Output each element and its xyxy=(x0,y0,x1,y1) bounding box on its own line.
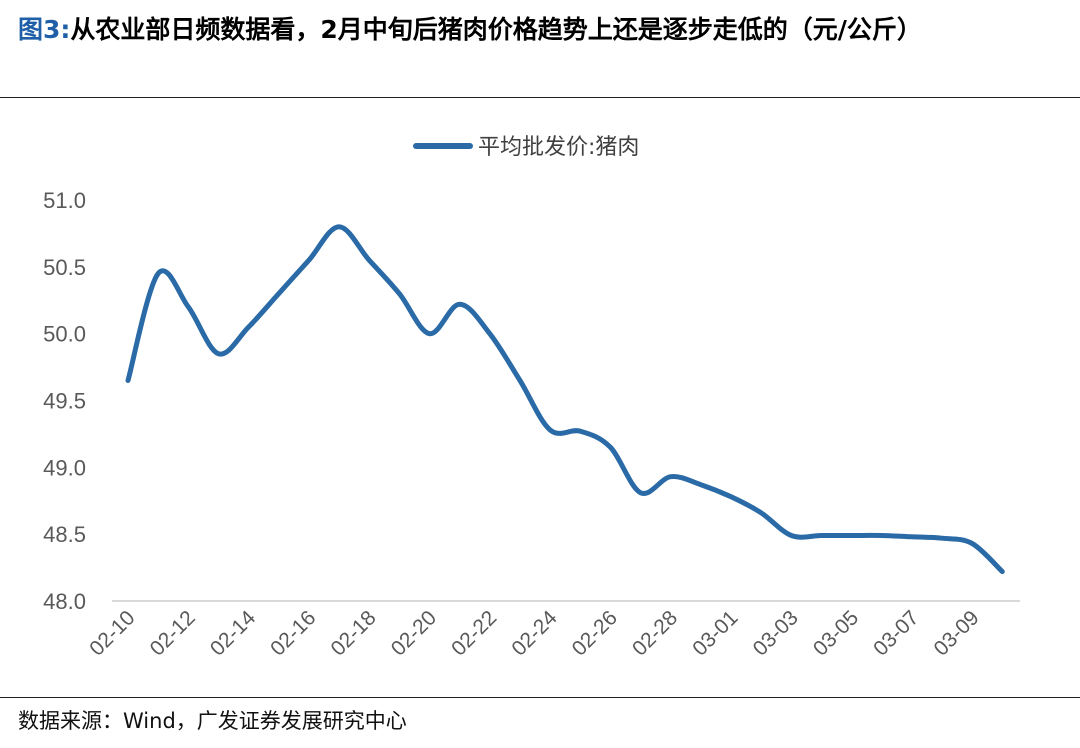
x-tick-label: 03-05 xyxy=(809,606,863,660)
x-axis: 02-10 02-12 02-14 02-16 02-18 02-20 02-22 02-24… xyxy=(85,600,1020,661)
x-tick-label: 02-28 xyxy=(628,606,682,660)
x-tick-label: 03-03 xyxy=(749,606,803,660)
y-tick-label: 48.0 xyxy=(43,589,86,614)
y-tick-label: 49.0 xyxy=(43,455,86,480)
y-tick-label: 49.5 xyxy=(43,389,86,414)
legend-label: 平均批发价:猪肉 xyxy=(478,135,639,160)
y-tick-label: 50.5 xyxy=(43,255,86,280)
chart-legend: 平均批发价:猪肉 xyxy=(413,135,639,160)
y-axis: 48.0 48.5 49.0 49.5 50.0 50.5 51.0 xyxy=(43,188,86,614)
y-tick-label: 48.5 xyxy=(43,522,86,547)
source-note: 数据来源：Wind，广发证券发展研究中心 xyxy=(18,709,407,733)
series-line xyxy=(125,224,1005,575)
x-tick-label: 02-16 xyxy=(266,606,320,660)
x-tick-label: 03-09 xyxy=(929,606,983,660)
x-tick-label: 02-26 xyxy=(568,606,622,660)
x-tick-label: 02-20 xyxy=(387,606,441,660)
x-tick-label: 02-10 xyxy=(85,606,139,660)
x-tick-label: 02-14 xyxy=(206,606,260,660)
y-tick-label: 51.0 xyxy=(43,188,86,213)
source-divider xyxy=(0,697,1080,698)
x-tick-label: 02-12 xyxy=(146,606,200,660)
y-tick-label: 50.0 xyxy=(43,322,86,347)
figure-label: 图3: xyxy=(18,15,71,44)
x-tick-label: 02-24 xyxy=(507,606,561,660)
figure-title-text: 从农业部日频数据看，2月中旬后猪肉价格趋势上还是逐步走低的（元/公斤） xyxy=(70,15,922,44)
figure-title: 图3:从农业部日频数据看，2月中旬后猪肉价格趋势上还是逐步走低的（元/公斤） xyxy=(18,8,1062,52)
title-divider xyxy=(0,97,1080,98)
series-layer xyxy=(125,224,1005,575)
x-tick-label: 02-18 xyxy=(326,606,380,660)
x-tick-label: 03-01 xyxy=(688,606,742,660)
x-tick-label: 02-22 xyxy=(447,606,501,660)
x-tick-label: 03-07 xyxy=(869,606,923,660)
line-chart: 平均批发价:猪肉 48.0 48.5 49.0 49.5 50.0 50.5 51.0 02… xyxy=(43,135,1020,661)
